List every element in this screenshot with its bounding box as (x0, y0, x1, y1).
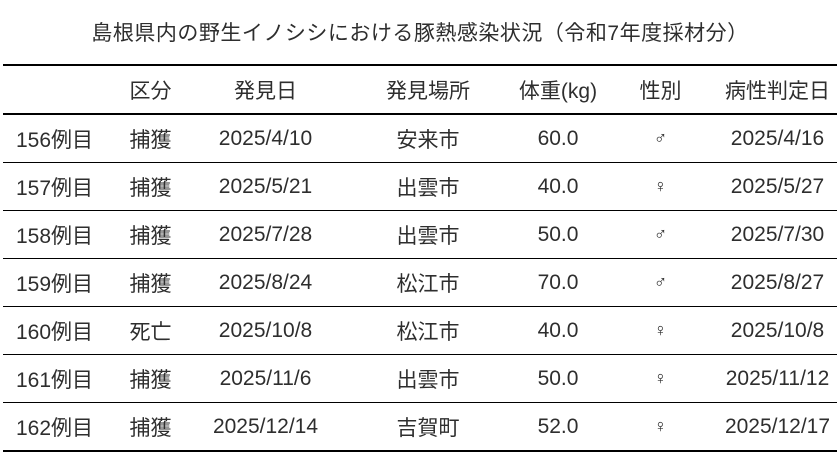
table-row: 156例目 捕獲 2025/4/10 安来市 60.0 ♂ 2025/4/16 (3, 114, 837, 163)
cell-found-date: 2025/5/21 (218, 174, 313, 198)
cell-judgement-date: 2025/12/17 (724, 414, 831, 438)
cell-category: 捕獲 (129, 272, 172, 296)
table-row: 157例目 捕獲 2025/5/21 出雲市 40.0 ♀ 2025/5/27 (3, 163, 837, 211)
cell-found-location: 出雲市 (396, 224, 460, 248)
cell-category: 死亡 (129, 320, 172, 344)
cell-judgement-date: 2025/8/27 (730, 270, 825, 294)
cell-weight-kg: 50.0 (537, 366, 579, 390)
cell-sex: ♀ (653, 416, 668, 436)
header-found-date: 発見日 (234, 79, 297, 103)
table-row: 160例目 死亡 2025/10/8 松江市 40.0 ♀ 2025/10/8 (3, 307, 837, 355)
table-row: 161例目 捕獲 2025/11/6 出雲市 50.0 ♀ 2025/11/12 (3, 355, 837, 403)
header-category: 区分 (129, 79, 172, 103)
cell-sex: ♀ (653, 176, 668, 196)
cell-found-location: 松江市 (396, 272, 460, 296)
infection-status-table: 区分 発見日 発見場所 体重(kg) 性別 病性判定日 156例目 捕獲 2025/… (3, 64, 837, 452)
cell-found-location: 松江市 (396, 320, 460, 344)
cell-weight-kg: 40.0 (537, 174, 579, 198)
cell-found-date: 2025/11/6 (219, 366, 312, 390)
title-area: 島根県内の野生イノシシにおける豚熱感染状況（令和7年度採材分） (0, 0, 840, 64)
cell-found-date: 2025/7/28 (218, 222, 313, 246)
cell-weight-kg: 50.0 (537, 222, 579, 246)
cell-case-number: 158例目 (16, 224, 94, 248)
cell-found-location: 出雲市 (396, 176, 460, 200)
cell-case-number: 162例目 (16, 416, 94, 440)
cell-sex: ♂ (653, 128, 668, 148)
cell-weight-kg: 40.0 (537, 318, 579, 342)
cell-case-number: 159例目 (16, 272, 94, 296)
cell-found-date: 2025/12/14 (212, 414, 319, 438)
table-row: 162例目 捕獲 2025/12/14 吉賀町 52.0 ♀ 2025/12/17 (3, 403, 837, 451)
cell-category: 捕獲 (129, 176, 172, 200)
page-title: 島根県内の野生イノシシにおける豚熱感染状況（令和7年度採材分） (91, 22, 749, 45)
header-sex: 性別 (639, 79, 682, 103)
cell-sex: ♀ (653, 320, 668, 340)
cell-judgement-date: 2025/11/12 (725, 366, 830, 390)
table-header: 区分 発見日 発見場所 体重(kg) 性別 病性判定日 (3, 65, 837, 114)
table-header-row: 区分 発見日 発見場所 体重(kg) 性別 病性判定日 (3, 65, 837, 114)
cell-judgement-date: 2025/5/27 (730, 174, 825, 198)
cell-found-date: 2025/10/8 (218, 318, 313, 342)
cell-found-location: 安来市 (396, 128, 460, 152)
cell-judgement-date: 2025/10/8 (730, 318, 825, 342)
cell-found-location: 吉賀町 (396, 416, 460, 440)
cell-sex: ♂ (653, 272, 668, 292)
cell-found-date: 2025/8/24 (218, 270, 313, 294)
cell-weight-kg: 60.0 (537, 126, 579, 150)
cell-sex: ♂ (653, 224, 668, 244)
table-body: 156例目 捕獲 2025/4/10 安来市 60.0 ♂ 2025/4/16 157例目 捕獲… (3, 114, 837, 451)
cell-category: 捕獲 (129, 368, 172, 392)
cell-category: 捕獲 (129, 416, 172, 440)
cell-found-location: 出雲市 (396, 368, 460, 392)
cell-found-date: 2025/4/10 (218, 126, 313, 150)
cell-weight-kg: 70.0 (537, 270, 579, 294)
cell-category: 捕獲 (129, 224, 172, 248)
header-judgement-date: 病性判定日 (725, 79, 830, 103)
table-row: 159例目 捕獲 2025/8/24 松江市 70.0 ♂ 2025/8/27 (3, 259, 837, 307)
cell-sex: ♀ (653, 368, 668, 388)
cell-case-number: 157例目 (16, 176, 94, 200)
cell-case-number: 160例目 (16, 320, 94, 344)
cell-weight-kg: 52.0 (537, 414, 579, 438)
header-weight-kg: 体重(kg) (518, 79, 598, 103)
cell-judgement-date: 2025/4/16 (730, 126, 825, 150)
cell-judgement-date: 2025/7/30 (730, 222, 825, 246)
header-case-number (3, 65, 113, 114)
table-row: 158例目 捕獲 2025/7/28 出雲市 50.0 ♂ 2025/7/30 (3, 211, 837, 259)
cell-category: 捕獲 (129, 128, 172, 152)
header-found-location: 発見場所 (386, 79, 470, 103)
cell-case-number: 161例目 (16, 368, 94, 392)
cell-case-number: 156例目 (16, 128, 94, 152)
